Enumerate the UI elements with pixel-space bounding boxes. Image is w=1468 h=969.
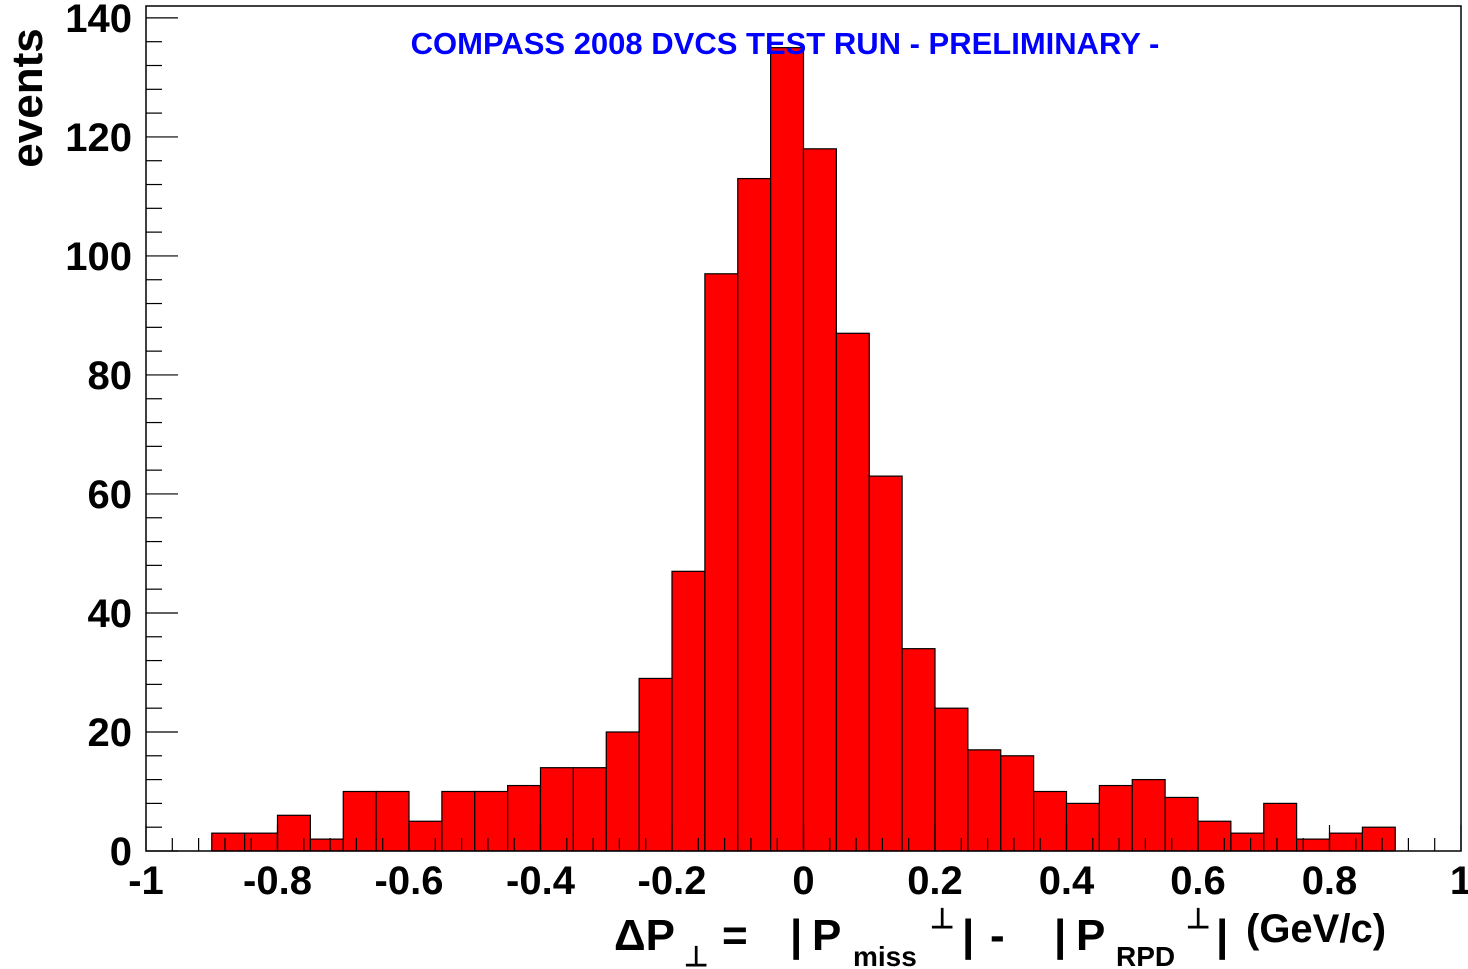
x-axis-label-perp-3: ⊥: [1186, 903, 1210, 934]
x-axis-label-unit: (GeV/c): [1246, 907, 1386, 951]
y-tick-label: 0: [110, 830, 132, 874]
histogram-bar: [901, 648, 936, 852]
histogram-bar: [572, 767, 607, 852]
histogram-bar: [1361, 826, 1396, 852]
histogram-bar: [1197, 820, 1232, 852]
histogram-bar: [704, 273, 739, 852]
histogram-bar: [1230, 832, 1265, 852]
histogram-bar: [638, 677, 673, 852]
histogram-bar: [441, 790, 476, 852]
x-axis-label-bar-4: |: [1216, 911, 1228, 961]
x-axis-label-delta: ΔP: [614, 911, 675, 960]
y-tick-label: 80: [88, 354, 133, 398]
x-tick-label: 0.6: [1170, 859, 1226, 903]
histogram-bar: [211, 832, 246, 852]
x-tick-label: -0.6: [375, 859, 444, 903]
x-tick-label: -0.4: [506, 859, 576, 903]
x-axis-label-p-miss: P: [812, 911, 841, 960]
x-axis-label-bar-2: |: [962, 911, 974, 961]
histogram-bar: [1098, 784, 1133, 852]
histogram-bar: [835, 332, 870, 852]
histogram-bar: [802, 148, 837, 852]
x-tick-label: 0.8: [1302, 859, 1358, 903]
histogram-bar: [1164, 796, 1199, 852]
x-axis-label-bar-3: |: [1054, 911, 1066, 961]
histogram-bar: [1065, 802, 1100, 852]
histogram-bar: [1000, 755, 1035, 852]
y-tick-label: 100: [65, 235, 132, 279]
histogram-bar: [1296, 838, 1331, 852]
y-tick-label: 140: [65, 0, 132, 41]
histogram-bar: [309, 838, 344, 852]
histogram-bar: [474, 790, 509, 852]
x-tick-label: -0.2: [638, 859, 707, 903]
histogram-bar: [605, 731, 640, 852]
histogram-bar: [868, 475, 903, 852]
y-tick-label: 60: [88, 473, 133, 517]
histogram-bar: [1263, 802, 1298, 852]
x-axis-label: ΔP ⊥ = | P miss ⊥ | - | P RPD ⊥ | (GeV/c…: [614, 903, 1386, 969]
y-axis-label: events: [3, 28, 52, 167]
histogram-bar: [539, 767, 574, 852]
x-axis-label-minus: -: [990, 911, 1005, 960]
x-axis-label-bar-1: |: [790, 911, 802, 961]
x-axis-label-perp-1: ⊥: [684, 941, 708, 969]
x-axis-label-equals: =: [722, 911, 748, 960]
histogram-bar: [770, 47, 805, 852]
chart-title: COMPASS 2008 DVCS TEST RUN - PRELIMINARY…: [411, 26, 1160, 61]
x-axis-label-perp-2: ⊥: [930, 903, 954, 934]
x-tick-label: -1: [128, 859, 164, 903]
y-tick-label: 20: [88, 711, 133, 755]
x-tick-label: 0.4: [1039, 859, 1095, 903]
histogram-bar: [737, 177, 772, 852]
x-axis-label-p-rpd: P: [1076, 911, 1105, 960]
y-axis-ticks: [146, 17, 178, 852]
histogram-bar: [671, 570, 706, 852]
histogram-bars: [211, 47, 1396, 852]
x-axis-label-rpd: RPD: [1116, 941, 1175, 969]
histogram-bar: [1328, 832, 1363, 852]
histogram-bar: [342, 790, 377, 852]
histogram-bar: [375, 790, 410, 852]
histogram-bar: [1131, 778, 1166, 852]
x-axis-ticks: [145, 825, 1462, 851]
y-axis-tick-labels: 0 20 40 60 80 100 120 140: [65, 0, 132, 874]
x-tick-label: -0.8: [243, 859, 312, 903]
histogram-bar: [244, 832, 279, 852]
histogram-bar: [408, 820, 443, 852]
y-tick-label: 120: [65, 116, 132, 160]
x-axis-tick-labels: -1 -0.8 -0.6 -0.4 -0.2 0 0.2 0.4 0.6 0.8 1: [128, 859, 1468, 903]
x-tick-label: 1: [1450, 859, 1468, 903]
y-tick-label: 40: [88, 592, 133, 636]
histogram-bar: [507, 784, 542, 852]
x-axis-label-miss: miss: [853, 941, 917, 969]
histogram-bar: [934, 707, 969, 852]
x-tick-label: 0: [792, 859, 814, 903]
histogram-bar: [276, 814, 311, 852]
histogram-bar: [967, 749, 1002, 852]
x-tick-label: 0.2: [907, 859, 963, 903]
histogram-bar: [1033, 790, 1068, 852]
